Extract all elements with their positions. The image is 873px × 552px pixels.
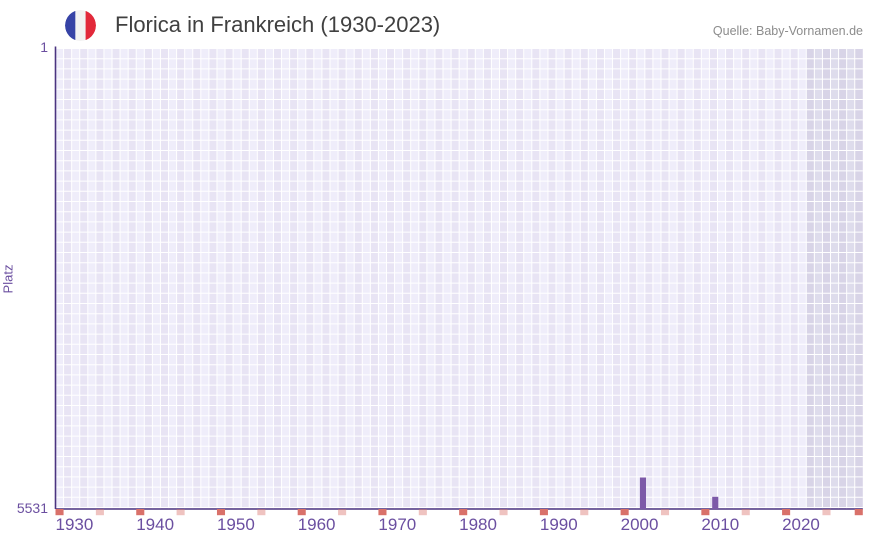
svg-text:5531: 5531 <box>17 500 48 516</box>
svg-text:1990: 1990 <box>540 515 578 534</box>
svg-text:1960: 1960 <box>298 515 336 534</box>
svg-text:1970: 1970 <box>378 515 416 534</box>
svg-text:1950: 1950 <box>217 515 255 534</box>
svg-text:2000: 2000 <box>621 515 659 534</box>
svg-text:1940: 1940 <box>136 515 174 534</box>
svg-text:2010: 2010 <box>701 515 739 534</box>
svg-text:1930: 1930 <box>56 515 94 534</box>
svg-text:1980: 1980 <box>459 515 497 534</box>
svg-text:2020: 2020 <box>782 515 820 534</box>
svg-text:1: 1 <box>40 39 48 55</box>
